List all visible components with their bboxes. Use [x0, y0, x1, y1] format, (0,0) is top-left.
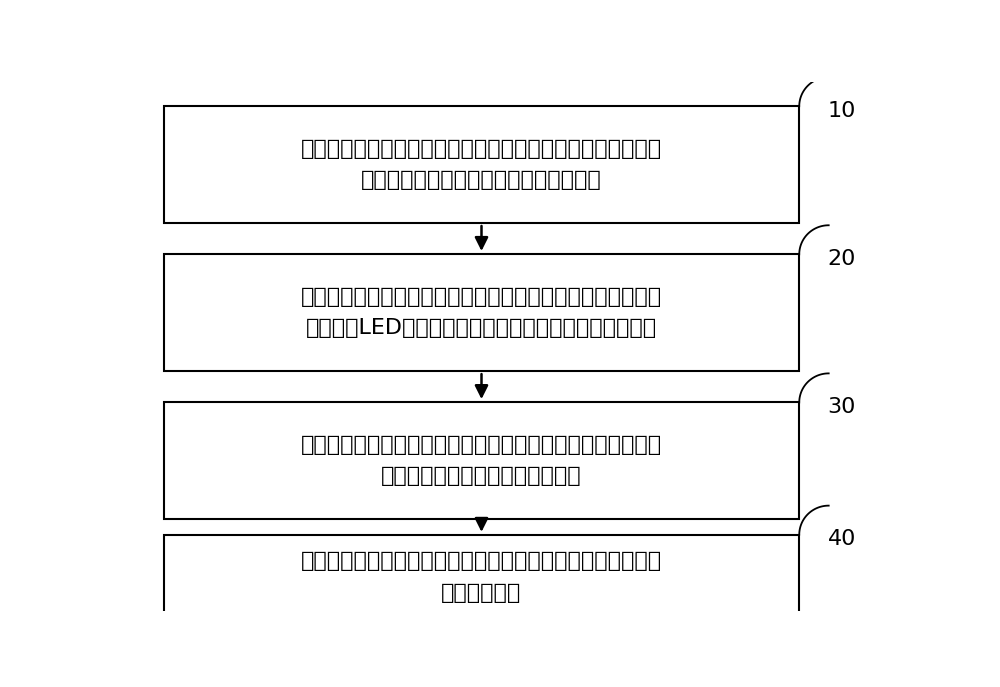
- Bar: [164, 534, 799, 620]
- Text: 智能充电柜的存储模块实时存储充电电池的充电数据，并启动
数据掉电保护: 智能充电柜的存储模块实时存储充电电池的充电数据，并启动 数据掉电保护: [301, 552, 662, 602]
- Text: 10: 10: [828, 101, 856, 121]
- Text: 智能充电柜对充电电池进行计时方式充电或计量方式充电，并
统计充电电池的充电时间或充电量: 智能充电柜对充电电池进行计时方式充电或计量方式充电，并 统计充电电池的充电时间或…: [301, 435, 662, 486]
- Bar: [164, 254, 799, 371]
- Text: 30: 30: [828, 397, 856, 417]
- Text: 40: 40: [828, 530, 856, 550]
- Bar: [164, 403, 799, 519]
- Bar: [164, 106, 799, 223]
- Text: 检测智能充电柜的充电电池功率，并确认当前充电电池的总功
率不超过过载保护装置设定的负载功率值: 检测智能充电柜的充电电池功率，并确认当前充电电池的总功 率不超过过载保护装置设定…: [301, 139, 662, 190]
- Text: 20: 20: [828, 249, 856, 269]
- Text: 智能充电柜接收租赁电池指令，并打开充电电池仓，对电池进
行充电，LED灯根据充电电池的充电状态进行点亮或熄灭: 智能充电柜接收租赁电池指令，并打开充电电池仓，对电池进 行充电，LED灯根据充电…: [301, 287, 662, 338]
